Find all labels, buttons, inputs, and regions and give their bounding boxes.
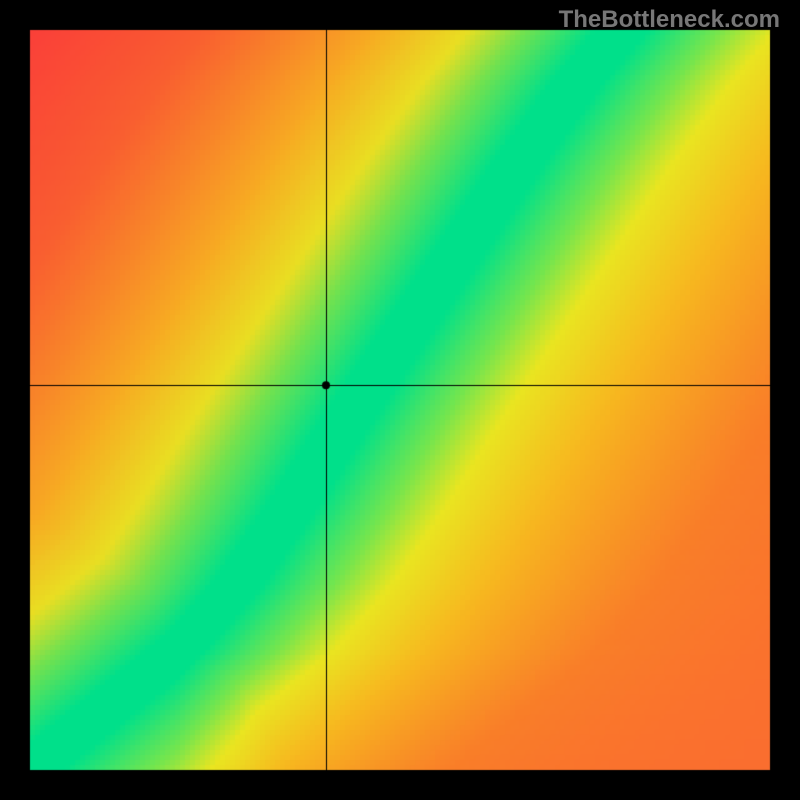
bottleneck-heatmap-canvas	[0, 0, 800, 800]
chart-container: TheBottleneck.com	[0, 0, 800, 800]
source-watermark: TheBottleneck.com	[559, 6, 780, 34]
